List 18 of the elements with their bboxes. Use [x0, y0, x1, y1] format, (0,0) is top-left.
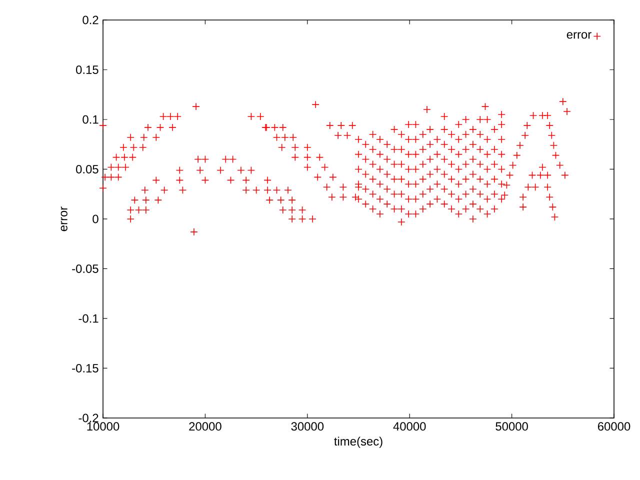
y-axis-title: error	[60, 206, 68, 232]
y-tick-label: -0.1	[78, 314, 98, 323]
x-tick-label: 30000	[291, 422, 324, 431]
y-tick-label: 0	[92, 214, 98, 224]
x-tick-label: 20000	[189, 422, 222, 431]
y-tick-label: 0.15	[76, 66, 98, 74]
y-tick-label: -0.15	[72, 364, 98, 372]
x-tick-label: 40000	[393, 422, 426, 431]
y-tick-label: 0.2	[82, 16, 98, 24]
y-tick-label: 0.05	[76, 165, 98, 174]
legend-label: error	[566, 32, 592, 39]
y-tick-label: -0.2	[78, 414, 98, 422]
y-tick-label: -0.05	[72, 264, 98, 273]
y-tick-label: 0.1	[82, 115, 98, 124]
x-tick-label: 50000	[496, 422, 528, 431]
x-tick-label: 10000	[87, 422, 120, 431]
x-tick-label: 60000	[598, 422, 630, 431]
x-axis-title: time(sec)	[334, 436, 382, 448]
